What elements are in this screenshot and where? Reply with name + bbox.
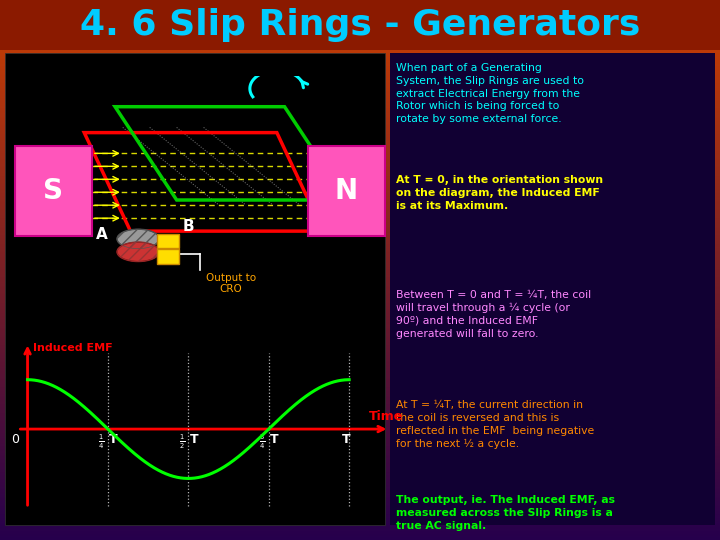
Text: T: T — [189, 433, 198, 446]
Text: Between T = 0 and T = ¼T, the coil
will travel through a ¼ cycle (or
90º) and th: Between T = 0 and T = ¼T, the coil will … — [396, 290, 591, 339]
Text: $\frac{1}{4}$: $\frac{1}{4}$ — [98, 433, 104, 451]
Text: When part of a Generating
System, the Slip Rings are used to
extract Electrical : When part of a Generating System, the Sl… — [396, 63, 584, 124]
Text: B: B — [182, 219, 194, 234]
Text: At T = 0, in the orientation shown
on the diagram, the Induced EMF
is at its Max: At T = 0, in the orientation shown on th… — [396, 175, 603, 211]
Text: The output, ie. The Induced EMF, as
measured across the Slip Rings is a
true AC : The output, ie. The Induced EMF, as meas… — [396, 495, 615, 531]
Ellipse shape — [117, 242, 159, 261]
FancyBboxPatch shape — [307, 146, 384, 237]
Text: T: T — [341, 433, 350, 446]
Text: A: A — [96, 227, 107, 242]
Bar — [5, 53, 385, 525]
Text: N: N — [335, 177, 358, 205]
Text: $\frac{1}{2}$: $\frac{1}{2}$ — [179, 433, 185, 451]
Bar — [158, 234, 179, 248]
Text: Time: Time — [369, 410, 403, 423]
Bar — [390, 53, 715, 525]
Text: 4. 6 Slip Rings - Generators: 4. 6 Slip Rings - Generators — [80, 8, 640, 42]
Text: Induced EMF: Induced EMF — [33, 343, 112, 353]
Ellipse shape — [117, 229, 159, 248]
Text: S: S — [43, 177, 63, 205]
Text: At T = ¼T, the current direction in
the coil is reversed and this is
reflected i: At T = ¼T, the current direction in the … — [396, 400, 594, 449]
Text: $\frac{3}{4}$: $\frac{3}{4}$ — [259, 433, 266, 451]
Bar — [158, 249, 179, 264]
Text: T: T — [270, 433, 279, 446]
FancyBboxPatch shape — [15, 146, 92, 237]
Text: T: T — [109, 433, 118, 446]
Bar — [0, 0, 720, 50]
Text: Output to
CRO: Output to CRO — [205, 273, 256, 294]
Text: 0: 0 — [12, 433, 19, 446]
